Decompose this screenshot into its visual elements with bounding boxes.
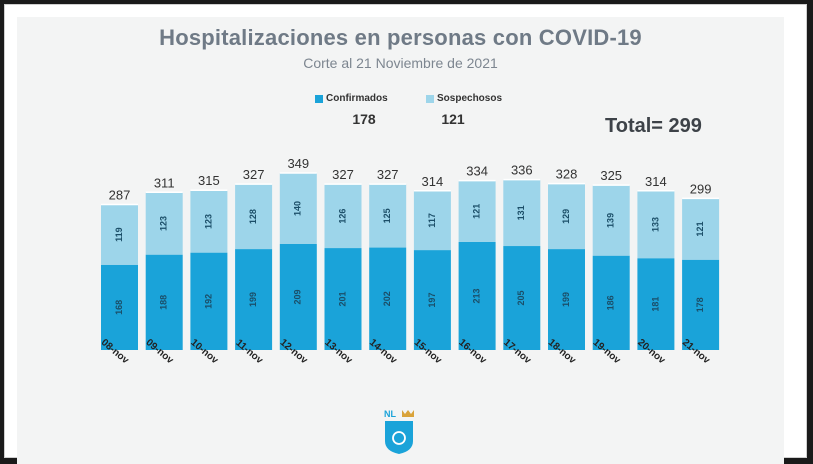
value-label-confirmados-13-nov: 201 — [337, 292, 347, 307]
total-label-10-nov: 315 — [198, 173, 220, 188]
value-label-confirmados-08-nov: 168 — [114, 300, 124, 315]
bar-sospechosos-08-nov — [101, 204, 138, 265]
total-label-20-nov: 314 — [645, 174, 667, 189]
total-label-18-nov: 328 — [556, 167, 578, 182]
legend-confirmados: Confirmados — [315, 93, 388, 104]
value-label-confirmados-12-nov: 209 — [293, 289, 303, 304]
bar-confirmados-14-nov — [369, 247, 407, 350]
value-label-confirmados-15-nov: 197 — [427, 293, 437, 308]
bar-sospechosos-09-nov — [145, 192, 183, 255]
value-label-confirmados-14-nov: 202 — [382, 291, 392, 306]
total-label-17-nov: 336 — [511, 163, 533, 178]
total-label-19-nov: 325 — [600, 168, 622, 183]
bar-confirmados-17-nov — [503, 246, 541, 350]
nl-logo-icon: NL — [384, 409, 414, 454]
total-label-11-nov: 327 — [243, 167, 265, 182]
bar-confirmados-19-nov — [592, 255, 630, 350]
stacked-bar-chart: 16811928708-nov18812331109-nov1921233151… — [99, 156, 720, 367]
chart-panel: Hospitalizaciones en personas con COVID-… — [17, 17, 784, 464]
legend-label-confirmados: Confirmados — [326, 93, 388, 104]
bar-confirmados-08-nov — [101, 264, 138, 350]
total-label-14-nov: 327 — [377, 167, 399, 182]
logo-text: NL — [384, 409, 396, 419]
legend-swatch-sospechosos — [426, 94, 434, 103]
bar-confirmados-15-nov — [413, 250, 451, 350]
value-label-confirmados-11-nov: 199 — [248, 292, 258, 307]
value-label-confirmados-09-nov: 188 — [159, 295, 169, 310]
value-label-confirmados-17-nov: 205 — [516, 291, 526, 306]
value-label-sospechosos-20-nov: 133 — [650, 217, 660, 232]
bar-confirmados-16-nov — [458, 241, 496, 350]
value-label-sospechosos-08-nov: 119 — [114, 227, 124, 242]
value-label-confirmados-20-nov: 181 — [650, 297, 660, 312]
total-label-21-nov: 299 — [690, 181, 712, 196]
chart-title: Hospitalizaciones en personas con COVID-… — [159, 25, 642, 50]
value-label-confirmados-18-nov: 199 — [561, 292, 571, 307]
logo-crown — [402, 410, 414, 417]
bar-sospechosos-17-nov — [503, 179, 541, 247]
total-label-16-nov: 334 — [466, 164, 488, 179]
legend-total-confirmados: 178 — [352, 111, 376, 127]
bar-confirmados-20-nov — [637, 258, 675, 350]
value-label-sospechosos-13-nov: 126 — [337, 209, 347, 224]
legend-sospechosos: Sospechosos — [426, 93, 502, 104]
bar-confirmados-12-nov — [279, 244, 317, 350]
legend-swatch-confirmados — [315, 94, 323, 103]
bar-sospechosos-15-nov — [413, 190, 451, 251]
bar-sospechosos-19-nov — [592, 185, 630, 256]
value-label-confirmados-10-nov: 192 — [203, 294, 213, 309]
legend-total-sospechosos: 121 — [441, 111, 465, 127]
total-label-13-nov: 327 — [332, 167, 354, 182]
value-label-sospechosos-09-nov: 123 — [159, 216, 169, 231]
total-label-12-nov: 349 — [287, 156, 309, 171]
legend-label-sospechosos: Sospechosos — [437, 93, 503, 104]
value-label-sospechosos-14-nov: 125 — [382, 208, 392, 223]
bar-sospechosos-14-nov — [369, 184, 407, 248]
total-label-15-nov: 314 — [422, 174, 444, 189]
value-label-sospechosos-12-nov: 140 — [293, 201, 303, 216]
value-label-sospechosos-10-nov: 123 — [203, 214, 213, 229]
bar-sospechosos-13-nov — [324, 184, 362, 249]
bar-sospechosos-21-nov — [682, 198, 720, 260]
value-label-sospechosos-11-nov: 128 — [248, 209, 258, 224]
value-label-sospechosos-18-nov: 129 — [561, 209, 571, 224]
bar-confirmados-13-nov — [324, 248, 362, 350]
value-label-confirmados-19-nov: 186 — [606, 295, 616, 310]
bar-confirmados-10-nov — [190, 252, 228, 350]
bar-confirmados-21-nov — [682, 259, 720, 350]
bar-sospechosos-11-nov — [235, 184, 273, 250]
value-label-confirmados-21-nov: 178 — [695, 297, 705, 312]
total-label-08-nov: 287 — [109, 187, 131, 202]
bar-sospechosos-18-nov — [548, 183, 585, 250]
value-label-sospechosos-15-nov: 117 — [427, 213, 437, 228]
total-label-09-nov: 311 — [154, 175, 175, 190]
grand-total: Total= 299 — [605, 115, 702, 137]
chart-subtitle: Corte al 21 Noviembre de 2021 — [303, 55, 498, 71]
bar-confirmados-11-nov — [235, 249, 273, 350]
value-label-sospechosos-17-nov: 131 — [516, 205, 526, 220]
value-label-confirmados-16-nov: 213 — [471, 288, 481, 303]
value-label-sospechosos-21-nov: 121 — [695, 222, 705, 237]
bar-sospechosos-12-nov — [279, 173, 317, 245]
logo-shield — [385, 421, 413, 454]
logo-emblem — [392, 431, 406, 445]
value-label-sospechosos-16-nov: 121 — [471, 204, 481, 219]
bar-sospechosos-10-nov — [190, 190, 228, 253]
bar-sospechosos-16-nov — [458, 180, 496, 242]
bar-confirmados-09-nov — [145, 254, 183, 350]
value-label-sospechosos-19-nov: 139 — [606, 213, 616, 228]
bar-confirmados-18-nov — [548, 249, 585, 350]
bar-sospechosos-20-nov — [637, 190, 675, 259]
